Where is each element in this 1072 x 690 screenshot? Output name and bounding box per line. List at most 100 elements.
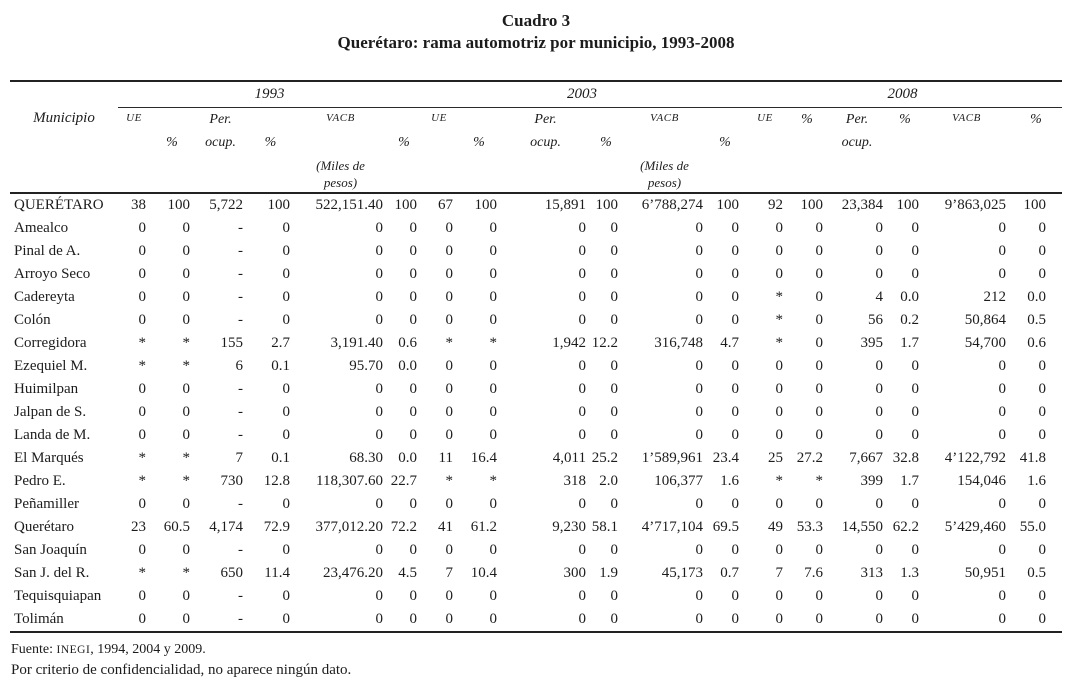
value-cell: 49 [768, 519, 783, 535]
value-cell: 0 [578, 542, 587, 558]
value-cell: 0.0 [1027, 289, 1046, 305]
value-cell: 0 [695, 243, 704, 259]
value-cell: 0 [578, 427, 587, 443]
municipio-cell: Jalpan de S. [14, 404, 87, 420]
confidentiality-note: Por criterio de confidencialidad, no apa… [11, 662, 352, 678]
value-cell: 50,864 [964, 312, 1006, 328]
value-cell: 6 [235, 358, 244, 374]
value-cell: 7 [775, 565, 784, 581]
value-cell: 0 [775, 588, 784, 604]
column-header-per-pct-2008: % [887, 107, 923, 194]
value-cell: * [182, 473, 191, 489]
table-row: Arroyo Seco 0 0 - 0 0 0 0 0 0 0 0 0 0 0 0 0 0 0 [10, 263, 1062, 286]
value-cell: 0 [998, 542, 1007, 558]
municipio-cell: El Marqués [14, 450, 84, 466]
column-header-ue-pct-2008: % [787, 107, 827, 194]
value-cell: 0 [182, 220, 191, 236]
value-cell: 0.0 [398, 450, 417, 466]
table-footnotes: Fuente: INEGI, 1994, 2004 y 2009. Por cr… [10, 640, 1062, 681]
column-header-ue-2003: UE [421, 107, 457, 194]
value-cell: 0 [375, 588, 384, 604]
value-cell: 0 [138, 381, 147, 397]
value-cell: 0 [1038, 588, 1047, 604]
value-cell: 2.0 [599, 473, 618, 489]
column-header-vacb-pct-1993: % [387, 107, 421, 194]
title-block: Cuadro 3 Querétaro: rama automotriz por … [10, 10, 1062, 54]
value-cell: 16.4 [470, 450, 497, 466]
value-cell: 95.70 [349, 358, 383, 374]
value-cell: 0 [457, 608, 501, 633]
value-cell: 0 [875, 496, 884, 512]
value-cell: 0 [489, 358, 498, 374]
value-cell: 0 [731, 220, 740, 236]
value-cell: 7,667 [849, 450, 883, 466]
column-header-municipio: Municipio [10, 81, 118, 194]
column-header-vacb-1993: VACB (Miles de pesos) [294, 107, 387, 194]
value-cell: 0 [775, 404, 784, 420]
value-cell: 0 [610, 427, 619, 443]
value-cell: 0 [775, 243, 784, 259]
value-cell: 67 [438, 197, 453, 213]
value-cell: 0 [282, 542, 291, 558]
value-cell: 41.8 [1019, 450, 1046, 466]
column-header-vacb-pct-2003: % [707, 107, 743, 194]
value-cell: 0 [445, 243, 454, 259]
value-cell: 55.0 [1019, 519, 1046, 535]
value-cell: 0 [787, 608, 827, 633]
value-cell: 0 [815, 220, 824, 236]
value-cell: 0 [409, 289, 418, 305]
value-cell: 11 [438, 450, 453, 466]
value-cell: 0 [887, 608, 923, 633]
value-cell: 0 [731, 289, 740, 305]
value-cell: 0 [911, 381, 920, 397]
value-cell: 0 [775, 496, 784, 512]
per-label: Per. [534, 111, 557, 127]
value-cell: 0.2 [900, 312, 919, 328]
value-cell: 0.7 [720, 565, 739, 581]
value-cell: 15,891 [544, 197, 586, 213]
ocup-label: ocup. [841, 134, 873, 150]
value-cell: 0 [610, 381, 619, 397]
value-cell: 0 [182, 427, 191, 443]
value-cell: 0 [998, 266, 1007, 282]
value-cell: 0 [282, 312, 291, 328]
value-cell: 0 [815, 266, 824, 282]
table-row: Ezequiel M. * * 6 0.1 95.70 0.0 0 0 0 0 0 0 0 0 0 0 0 0 [10, 355, 1062, 378]
value-cell: 0 [445, 542, 454, 558]
value-cell: 1.6 [1027, 473, 1046, 489]
value-cell: 0 [1038, 427, 1047, 443]
value-cell: 1.7 [900, 335, 919, 351]
value-cell: 0 [815, 542, 824, 558]
value-cell: 0 [695, 427, 704, 443]
value-cell: * [138, 473, 147, 489]
value-cell: 23,384 [841, 197, 883, 213]
value-cell: 0 [375, 542, 384, 558]
pct-label: % [600, 134, 612, 150]
vacb-label: VACB [952, 111, 981, 124]
value-cell: 27.2 [796, 450, 823, 466]
value-cell: 0 [590, 608, 622, 633]
value-cell: 0 [182, 266, 191, 282]
municipio-cell: Huimilpan [14, 381, 79, 397]
value-cell: 0 [911, 496, 920, 512]
value-cell: 0 [489, 542, 498, 558]
value-cell: 0 [998, 588, 1007, 604]
value-cell: 0 [294, 608, 387, 633]
value-cell: 118,307.60 [316, 473, 383, 489]
value-cell: 100 [896, 197, 920, 213]
value-cell: - [238, 588, 243, 604]
value-cell: 0 [610, 496, 619, 512]
value-cell: * [489, 473, 498, 489]
value-cell: 0 [501, 608, 590, 633]
value-cell: 0 [138, 243, 147, 259]
value-cell: 0 [695, 404, 704, 420]
value-cell: 0 [578, 312, 587, 328]
value-cell: 0 [182, 496, 191, 512]
value-cell: 0 [182, 588, 191, 604]
value-cell: 395 [860, 335, 884, 351]
value-cell: 0 [998, 427, 1007, 443]
table-row: Querétaro 23 60.5 4,174 72.9 377,012.20 72.2 41… [10, 516, 1062, 539]
value-cell: 4 [875, 289, 884, 305]
value-cell: 318 [563, 473, 587, 489]
value-cell: 0 [695, 220, 704, 236]
